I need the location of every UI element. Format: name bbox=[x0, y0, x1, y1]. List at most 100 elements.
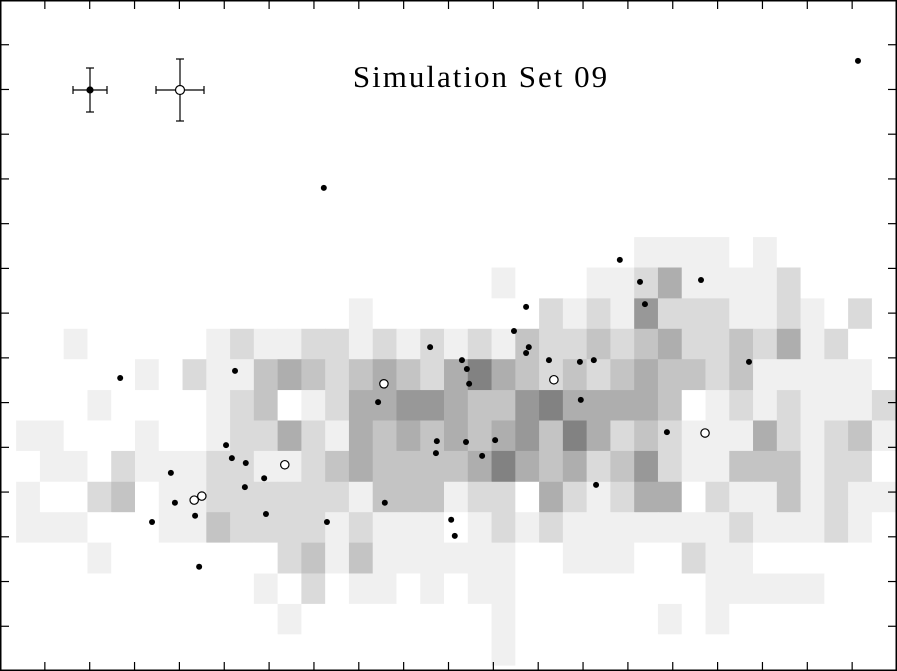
heatmap-cell bbox=[277, 298, 302, 330]
heatmap-cell bbox=[87, 450, 112, 483]
heatmap-cell bbox=[776, 512, 801, 544]
heatmap-cell bbox=[134, 481, 160, 513]
heatmap-cell bbox=[848, 481, 873, 513]
heatmap-cell bbox=[134, 542, 160, 574]
heatmap-cell bbox=[444, 573, 469, 605]
heatmap-cell bbox=[348, 542, 374, 574]
heatmap-cell bbox=[539, 237, 564, 268]
heatmap-cell bbox=[705, 450, 730, 483]
filled-point bbox=[149, 519, 156, 526]
heatmap-cell bbox=[372, 450, 397, 483]
heatmap-cell bbox=[325, 573, 350, 605]
heatmap-cell bbox=[325, 542, 350, 574]
heatmap-cell bbox=[729, 267, 754, 299]
heatmap-cell bbox=[776, 634, 801, 666]
heatmap-cell bbox=[753, 603, 778, 635]
filled-point bbox=[323, 519, 330, 526]
heatmap-cell bbox=[111, 237, 136, 268]
heatmap-cell bbox=[16, 420, 41, 452]
heatmap-cell bbox=[610, 420, 635, 452]
heatmap-cell bbox=[586, 267, 611, 299]
heatmap-cell bbox=[467, 634, 492, 666]
heatmap-cell bbox=[301, 298, 326, 330]
heatmap-cell bbox=[253, 512, 279, 544]
heatmap-cell bbox=[253, 542, 279, 574]
heatmap-cell bbox=[301, 481, 326, 513]
heatmap-cell bbox=[134, 298, 160, 330]
filled-point bbox=[228, 455, 235, 462]
heatmap-cell bbox=[634, 450, 659, 483]
heatmap-cell bbox=[562, 481, 588, 513]
heatmap-cell bbox=[87, 328, 112, 360]
heatmap-cell bbox=[657, 267, 683, 299]
heatmap-cell bbox=[134, 512, 160, 544]
heatmap-cell bbox=[39, 573, 65, 605]
heatmap-cell bbox=[111, 573, 136, 605]
heatmap-cell bbox=[539, 542, 564, 574]
filled-point bbox=[466, 380, 473, 387]
heatmap-cell bbox=[515, 359, 540, 391]
heatmap-cell bbox=[800, 267, 825, 299]
heatmap-cell bbox=[586, 542, 611, 574]
heatmap-cell bbox=[277, 603, 302, 635]
heatmap-cell bbox=[539, 328, 564, 360]
heatmap-cell bbox=[230, 573, 255, 605]
heatmap-cell bbox=[182, 420, 207, 452]
heatmap-cell bbox=[301, 267, 326, 299]
heatmap-cell bbox=[372, 512, 397, 544]
heatmap-cell bbox=[372, 634, 397, 666]
heatmap-cell bbox=[657, 512, 683, 544]
heatmap-cell bbox=[253, 390, 279, 421]
filled-point bbox=[381, 499, 388, 506]
heatmap-cell bbox=[206, 634, 231, 666]
heatmap-cell bbox=[420, 359, 445, 391]
filled-point bbox=[117, 374, 124, 381]
heatmap-cell bbox=[539, 450, 564, 483]
heatmap-cell bbox=[562, 298, 588, 330]
heatmap-cell bbox=[610, 237, 635, 268]
heatmap-cell bbox=[681, 237, 706, 268]
heatmap-cell bbox=[539, 573, 564, 605]
heatmap-cell bbox=[134, 267, 160, 299]
heatmap-cell bbox=[539, 512, 564, 544]
heatmap-cell bbox=[372, 390, 397, 421]
heatmap-cell bbox=[396, 359, 421, 391]
heatmap-cell bbox=[420, 328, 445, 360]
heatmap-cell bbox=[230, 298, 255, 330]
heatmap-cell bbox=[729, 328, 754, 360]
heatmap-cell bbox=[87, 481, 112, 513]
heatmap-cell bbox=[705, 573, 730, 605]
heatmap-cell bbox=[134, 634, 160, 666]
heatmap-cell bbox=[657, 573, 683, 605]
heatmap-cell bbox=[824, 512, 849, 544]
heatmap-cell bbox=[586, 237, 611, 268]
heatmap-cell bbox=[277, 573, 302, 605]
heatmap-cell bbox=[824, 542, 849, 574]
heatmap-cell bbox=[158, 512, 183, 544]
heatmap-cell bbox=[776, 573, 801, 605]
heatmap-cell bbox=[301, 420, 326, 452]
heatmap-cell bbox=[681, 512, 706, 544]
heatmap-cell bbox=[800, 542, 825, 574]
heatmap-cell bbox=[491, 420, 516, 452]
heatmap-cell bbox=[871, 542, 897, 574]
heatmap-cell bbox=[39, 267, 65, 299]
heatmap-cell bbox=[325, 481, 350, 513]
filled-point bbox=[463, 366, 470, 373]
heatmap-cell bbox=[301, 542, 326, 574]
filled-point bbox=[262, 510, 269, 517]
filled-point bbox=[192, 512, 199, 519]
heatmap-cell bbox=[325, 359, 350, 391]
heatmap-cell bbox=[348, 634, 374, 666]
heatmap-cell bbox=[182, 603, 207, 635]
heatmap-cell bbox=[134, 450, 160, 483]
heatmap-cell bbox=[848, 359, 873, 391]
heatmap-cell bbox=[800, 420, 825, 452]
heatmap-cell bbox=[253, 237, 279, 268]
heatmap-cell bbox=[562, 573, 588, 605]
heatmap-cell bbox=[277, 390, 302, 421]
heatmap-cell bbox=[871, 359, 897, 391]
filled-point bbox=[320, 184, 327, 191]
heatmap-cell bbox=[681, 634, 706, 666]
